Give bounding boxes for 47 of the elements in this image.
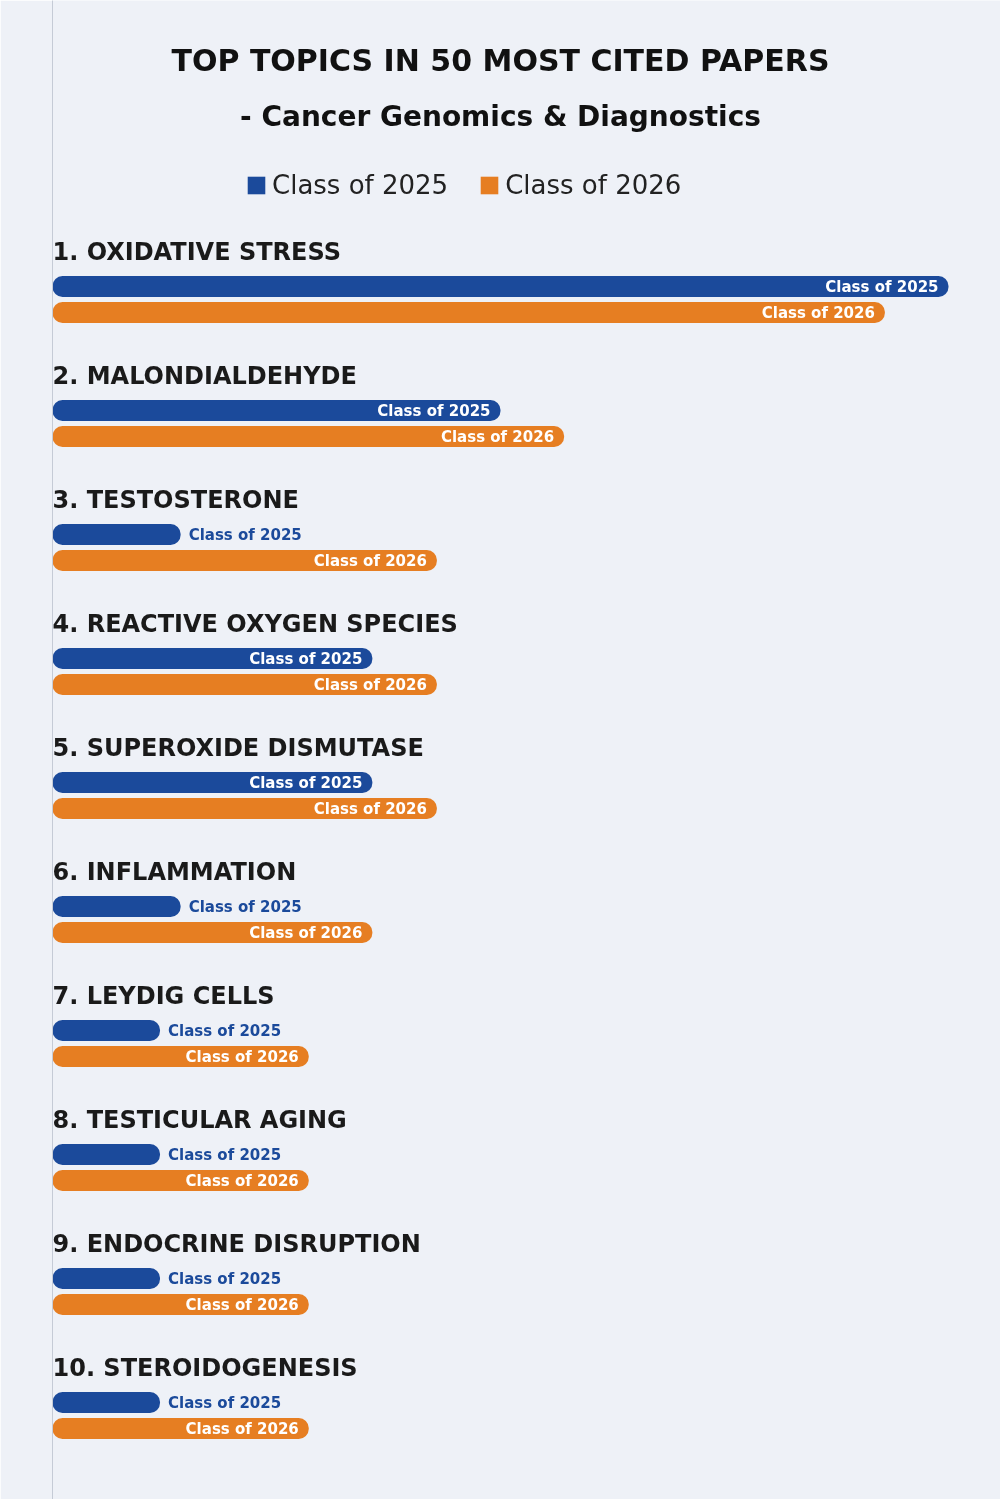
bar: [52, 400, 501, 421]
legend-label: Class of 2026: [505, 170, 682, 200]
text: Class of 2025: [168, 1145, 282, 1164]
bar: [52, 550, 437, 571]
y-tick-label: 3. TESTOSTERONE: [52, 485, 299, 514]
y-tick-label: 2. MALONDIALDEHYDE: [52, 361, 357, 390]
bar: [52, 302, 885, 323]
y-tick-label: 7. LEYDIG CELLS: [52, 981, 275, 1010]
y-tick-label: 6. INFLAMMATION: [52, 857, 297, 886]
y-tick-label: 5. SUPEROXIDE DISMUTASE: [52, 733, 424, 762]
bar: [52, 426, 565, 447]
text: Class of 2026: [761, 303, 875, 322]
y-tick-label: 8. TESTICULAR AGING: [52, 1105, 347, 1134]
text: Class of 2025: [188, 897, 302, 916]
text: Class of 2026: [440, 427, 555, 446]
text: Class of 2025: [168, 1269, 282, 1288]
text: Class of 2026: [185, 1295, 299, 1314]
bar: [52, 798, 437, 819]
y-tick-label: 9. ENDOCRINE DISRUPTION: [52, 1229, 421, 1258]
text: Class of 2025: [249, 649, 363, 668]
legend-label: Class of 2025: [272, 170, 449, 200]
text: Class of 2026: [185, 1171, 299, 1190]
text: Class of 2026: [313, 799, 427, 818]
chart-subtitle: - Cancer Genomics & Diagnostics: [240, 100, 761, 133]
text: Class of 2026: [249, 923, 363, 942]
bar: [52, 1020, 161, 1041]
text: Class of 2025: [188, 525, 302, 544]
bar: [52, 1268, 161, 1289]
bar: [52, 674, 437, 695]
y-tick-label: 4. REACTIVE OXYGEN SPECIES: [52, 609, 458, 638]
y-tick-label: 10. STEROIDOGENESIS: [52, 1353, 358, 1382]
text: Class of 2026: [313, 551, 427, 570]
text: Class of 2025: [168, 1021, 282, 1040]
text: Class of 2026: [185, 1047, 299, 1066]
chart-title: TOP TOPICS IN 50 MOST CITED PAPERS: [171, 43, 830, 78]
text: Class of 2025: [377, 401, 491, 420]
text: Class of 2026: [185, 1419, 299, 1438]
text: Class of 2025: [825, 277, 939, 296]
y-tick-label: 1. OXIDATIVE STRESS: [52, 237, 341, 266]
bar: [52, 524, 181, 545]
text: Class of 2025: [249, 773, 363, 792]
text: Class of 2025: [168, 1393, 282, 1412]
text: Class of 2026: [313, 675, 427, 694]
bar: [52, 1144, 161, 1165]
bar: [52, 276, 949, 297]
bar: [52, 1392, 161, 1413]
bar: [52, 896, 181, 917]
